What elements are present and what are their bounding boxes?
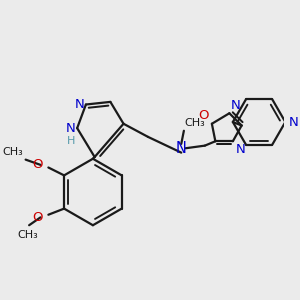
Text: O: O xyxy=(33,158,43,171)
Text: O: O xyxy=(33,211,43,224)
Text: N: N xyxy=(231,98,241,112)
Text: CH₃: CH₃ xyxy=(17,230,38,240)
Text: N: N xyxy=(289,116,298,128)
Text: N: N xyxy=(66,122,75,135)
Text: O: O xyxy=(199,109,209,122)
Text: N: N xyxy=(74,98,84,111)
Text: H: H xyxy=(67,136,75,146)
Text: CH₃: CH₃ xyxy=(184,118,205,128)
Text: N: N xyxy=(176,141,187,156)
Text: N: N xyxy=(236,143,245,156)
Text: CH₃: CH₃ xyxy=(2,147,23,157)
